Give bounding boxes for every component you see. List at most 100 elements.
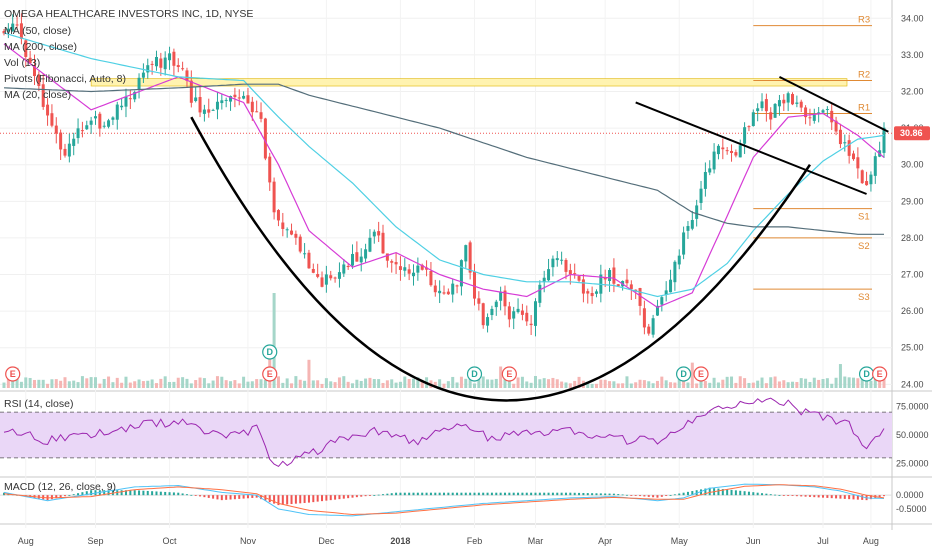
ma20-line[interactable]: [3, 43, 885, 309]
ma20-legend[interactable]: MA (20, close): [4, 89, 71, 101]
channel-upper-line[interactable]: [778, 75, 889, 133]
macd-legend[interactable]: MACD (12, 26, close, 9): [4, 481, 116, 493]
volume-bar: [46, 383, 50, 388]
volume-bar: [372, 379, 376, 388]
macd-histogram-bar: [386, 493, 389, 496]
candle: [54, 125, 58, 134]
macd-histogram-bar: [477, 492, 480, 496]
dividend-badge[interactable]: [466, 366, 483, 382]
volume-bar: [878, 379, 882, 388]
macd-histogram-bar: [347, 495, 350, 499]
volume-bar: [120, 382, 124, 388]
volume-bar: [377, 379, 381, 388]
pivots-legend[interactable]: Pivots (Fibonacci, Auto, 8): [4, 73, 126, 85]
channel-lower-line[interactable]: [635, 101, 867, 195]
macd-histogram-bar: [268, 495, 271, 503]
candle: [198, 97, 202, 113]
candle: [464, 245, 468, 262]
candle: [734, 152, 738, 156]
earnings-badge[interactable]: [693, 366, 709, 382]
candle: [438, 290, 442, 294]
ma50-line[interactable]: [3, 32, 885, 298]
y-tick-label: 30.00: [901, 160, 924, 170]
volume-bar: [98, 383, 102, 388]
candle: [847, 140, 851, 156]
candle: [102, 125, 106, 127]
macd-histogram-bar: [830, 495, 833, 499]
macd-histogram-bar: [421, 492, 424, 496]
candle: [651, 318, 655, 335]
candle: [359, 256, 363, 263]
volume-bar: [634, 382, 638, 388]
macd-histogram-bar: [660, 495, 663, 497]
volume-bar: [176, 377, 180, 388]
macd-histogram-bar: [190, 494, 193, 496]
rsi-tick-label: 50.0000: [896, 430, 929, 440]
candle: [233, 94, 237, 98]
candle: [19, 23, 23, 39]
ma50-legend[interactable]: MA (50, close): [4, 25, 71, 37]
volume-bar: [629, 383, 633, 388]
macd-histogram-bar: [530, 492, 533, 496]
rsi-legend[interactable]: RSI (14, close): [4, 398, 73, 410]
candle: [403, 267, 407, 271]
badge-label: D: [471, 369, 478, 379]
earnings-badge[interactable]: [262, 366, 278, 382]
volume-bar: [185, 378, 189, 388]
volume-bar: [102, 378, 106, 388]
macd-histogram-bar: [734, 490, 737, 496]
macd-histogram-bar: [273, 495, 276, 504]
volume-bar: [860, 377, 864, 388]
volume-bar: [773, 376, 777, 388]
volume-bar: [660, 376, 664, 388]
ma200-line[interactable]: [3, 83, 884, 235]
macd-histogram-bar: [181, 493, 184, 496]
signal-line[interactable]: [3, 484, 885, 516]
candle: [459, 260, 463, 287]
volume-bar: [738, 376, 742, 388]
macd-histogram-bar: [869, 495, 872, 500]
volume-bar: [669, 382, 673, 388]
dividend-badge[interactable]: [262, 344, 278, 360]
macd-histogram-bar: [129, 490, 132, 496]
candle: [817, 112, 821, 114]
earnings-badge[interactable]: [5, 366, 21, 382]
rsi-line[interactable]: [3, 397, 885, 468]
macd-line[interactable]: [3, 483, 885, 517]
candle: [669, 279, 673, 293]
macd-histogram-bar: [220, 495, 223, 501]
candle: [852, 153, 856, 160]
macd-histogram-bar: [808, 495, 811, 497]
macd-histogram-bar: [578, 492, 581, 496]
candle: [63, 148, 67, 156]
candle: [377, 231, 381, 236]
volume-bar: [573, 380, 577, 388]
dividend-badge[interactable]: [676, 366, 692, 382]
candle: [115, 104, 119, 120]
volume-bar: [507, 376, 511, 388]
candle: [342, 264, 346, 274]
candle: [337, 272, 341, 279]
volume-bar: [664, 380, 668, 388]
y-tick-label: 29.00: [901, 196, 924, 206]
candle: [690, 220, 694, 229]
cup-curve[interactable]: [190, 116, 811, 402]
candle: [821, 110, 825, 113]
macd-histogram-bar: [665, 495, 668, 496]
volume-bar: [843, 376, 847, 388]
earnings-badge[interactable]: [872, 366, 888, 382]
ma200-legend[interactable]: MA (200, close): [4, 41, 77, 53]
volume-bar: [777, 381, 781, 388]
volume-bar: [625, 376, 629, 388]
volume-bar: [263, 379, 267, 388]
macd-histogram-bar: [739, 490, 742, 496]
volume-bar: [398, 381, 402, 388]
earnings-badge[interactable]: [501, 366, 517, 382]
macd-histogram-bar: [843, 495, 846, 499]
volume-legend[interactable]: Vol (13): [4, 57, 40, 69]
volume-bar: [67, 381, 71, 388]
candle: [655, 305, 659, 316]
volume-bar: [847, 377, 851, 388]
volume-bar: [224, 380, 228, 388]
